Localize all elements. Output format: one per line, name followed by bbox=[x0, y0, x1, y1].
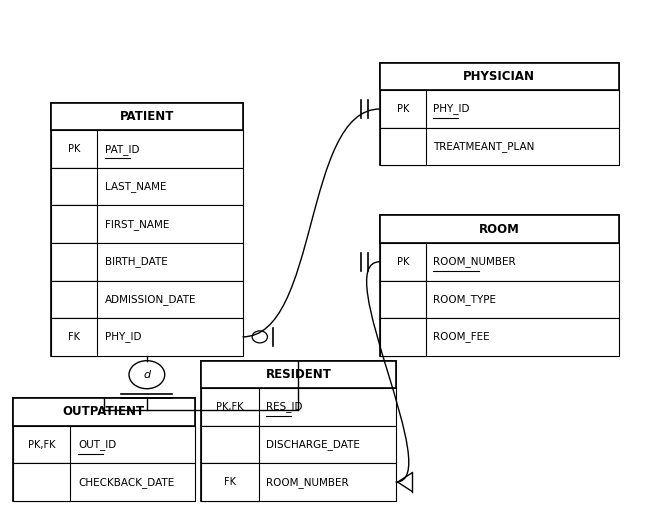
Bar bbox=[13, 398, 195, 426]
Text: FK: FK bbox=[224, 477, 236, 487]
Bar bbox=[201, 463, 396, 501]
Text: ROOM_FEE: ROOM_FEE bbox=[434, 332, 490, 342]
Bar bbox=[13, 426, 70, 463]
Bar bbox=[51, 103, 243, 356]
Text: PK,FK: PK,FK bbox=[216, 402, 243, 412]
Text: d: d bbox=[143, 369, 150, 380]
Text: DISCHARGE_DATE: DISCHARGE_DATE bbox=[266, 439, 360, 450]
Bar bbox=[13, 426, 195, 463]
Bar bbox=[380, 216, 619, 243]
Text: PAT_ID: PAT_ID bbox=[105, 144, 139, 154]
Text: OUT_ID: OUT_ID bbox=[78, 439, 117, 450]
Text: PK: PK bbox=[68, 144, 80, 154]
Bar bbox=[13, 463, 195, 501]
Text: ROOM_NUMBER: ROOM_NUMBER bbox=[434, 257, 516, 267]
Text: ADMISSION_DATE: ADMISSION_DATE bbox=[105, 294, 196, 305]
Bar bbox=[51, 281, 243, 318]
Bar bbox=[201, 361, 396, 388]
Bar bbox=[13, 398, 195, 501]
Text: PHYSICIAN: PHYSICIAN bbox=[464, 70, 535, 83]
Bar bbox=[51, 318, 97, 356]
Bar bbox=[380, 243, 426, 281]
Bar bbox=[380, 243, 619, 281]
Bar bbox=[201, 426, 258, 463]
Bar bbox=[201, 426, 396, 463]
Bar bbox=[201, 388, 258, 426]
Bar bbox=[13, 463, 70, 501]
Bar bbox=[51, 243, 97, 281]
Text: FK: FK bbox=[68, 332, 80, 342]
Text: RES_ID: RES_ID bbox=[266, 402, 303, 412]
Text: PK,FK: PK,FK bbox=[28, 439, 55, 450]
Bar bbox=[51, 205, 243, 243]
Text: RESIDENT: RESIDENT bbox=[266, 368, 331, 381]
Bar bbox=[201, 361, 396, 501]
Bar bbox=[380, 318, 426, 356]
Text: OUTPATIENT: OUTPATIENT bbox=[62, 406, 145, 419]
Text: ROOM_TYPE: ROOM_TYPE bbox=[434, 294, 496, 305]
Text: ROOM_NUMBER: ROOM_NUMBER bbox=[266, 477, 349, 487]
Bar bbox=[51, 168, 243, 205]
Bar bbox=[380, 63, 619, 166]
Bar bbox=[201, 388, 396, 426]
Text: FIRST_NAME: FIRST_NAME bbox=[105, 219, 169, 229]
Text: PATIENT: PATIENT bbox=[120, 110, 174, 123]
Text: CHECKBACK_DATE: CHECKBACK_DATE bbox=[78, 477, 174, 487]
Bar bbox=[380, 216, 619, 356]
Bar bbox=[380, 63, 619, 90]
Text: PK: PK bbox=[396, 104, 409, 114]
Bar bbox=[51, 205, 97, 243]
Text: ROOM: ROOM bbox=[479, 223, 519, 236]
Text: LAST_NAME: LAST_NAME bbox=[105, 181, 166, 192]
Bar bbox=[380, 281, 619, 318]
Text: PHY_ID: PHY_ID bbox=[434, 104, 470, 114]
Bar bbox=[380, 128, 426, 166]
Bar bbox=[380, 128, 619, 166]
Text: PHY_ID: PHY_ID bbox=[105, 332, 141, 342]
Text: BIRTH_DATE: BIRTH_DATE bbox=[105, 257, 167, 267]
Bar bbox=[51, 168, 97, 205]
Bar bbox=[380, 281, 426, 318]
Bar bbox=[51, 281, 97, 318]
Text: TREATMEANT_PLAN: TREATMEANT_PLAN bbox=[434, 141, 534, 152]
Bar bbox=[51, 130, 243, 168]
Bar bbox=[380, 90, 426, 128]
Bar bbox=[380, 90, 619, 128]
Bar bbox=[380, 318, 619, 356]
Bar bbox=[201, 463, 258, 501]
Bar bbox=[51, 103, 243, 130]
Bar bbox=[51, 318, 243, 356]
Bar bbox=[51, 130, 97, 168]
Text: PK: PK bbox=[396, 257, 409, 267]
Bar bbox=[51, 243, 243, 281]
